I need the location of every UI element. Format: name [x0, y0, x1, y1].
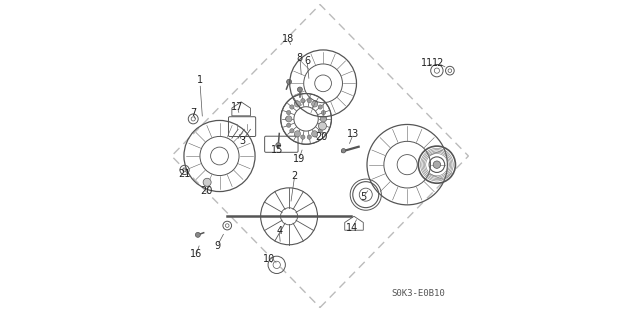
Circle shape: [313, 101, 317, 105]
Circle shape: [276, 143, 281, 148]
Circle shape: [285, 117, 290, 121]
Circle shape: [307, 99, 312, 103]
Circle shape: [203, 178, 211, 186]
Text: 19: 19: [293, 154, 305, 164]
Text: S0K3-E0B10: S0K3-E0B10: [392, 289, 445, 298]
Text: 14: 14: [346, 223, 358, 233]
Text: 15: 15: [271, 145, 284, 155]
Circle shape: [294, 101, 299, 105]
Text: 5: 5: [360, 192, 367, 202]
Text: 20: 20: [200, 186, 212, 196]
Text: 13: 13: [348, 129, 360, 139]
Circle shape: [290, 129, 294, 133]
Circle shape: [319, 122, 326, 130]
Circle shape: [321, 123, 326, 127]
Circle shape: [301, 135, 305, 139]
Text: 9: 9: [214, 241, 220, 251]
Circle shape: [312, 101, 318, 107]
Text: 4: 4: [276, 226, 282, 236]
Circle shape: [298, 87, 302, 92]
Circle shape: [287, 110, 291, 115]
Circle shape: [294, 131, 301, 137]
Circle shape: [321, 110, 326, 115]
Circle shape: [287, 79, 292, 84]
Circle shape: [318, 105, 323, 109]
Circle shape: [323, 117, 327, 121]
Circle shape: [285, 116, 292, 122]
Circle shape: [307, 135, 312, 139]
Text: 3: 3: [239, 136, 245, 146]
Circle shape: [318, 129, 323, 133]
Text: 17: 17: [231, 101, 243, 111]
Text: 16: 16: [190, 249, 202, 259]
Circle shape: [290, 105, 294, 109]
Text: 2: 2: [291, 171, 298, 181]
Text: 7: 7: [190, 108, 196, 118]
Circle shape: [287, 123, 291, 127]
Text: 12: 12: [432, 58, 444, 68]
Circle shape: [320, 116, 326, 122]
Circle shape: [341, 149, 346, 153]
Text: 21: 21: [178, 169, 190, 179]
Circle shape: [312, 131, 318, 137]
Text: 11: 11: [420, 58, 433, 68]
Circle shape: [294, 133, 299, 137]
Circle shape: [313, 133, 317, 137]
Text: 8: 8: [297, 53, 303, 63]
Circle shape: [195, 232, 200, 237]
Text: 10: 10: [263, 254, 275, 264]
Circle shape: [294, 101, 301, 107]
Circle shape: [301, 99, 305, 103]
Text: 6: 6: [304, 56, 310, 66]
Text: 18: 18: [282, 34, 294, 44]
Circle shape: [433, 161, 440, 168]
Text: 1: 1: [197, 75, 203, 85]
Text: 20: 20: [316, 133, 328, 143]
